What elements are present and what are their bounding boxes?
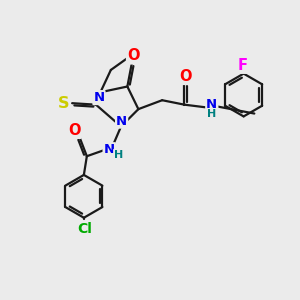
Text: F: F — [238, 58, 248, 73]
Text: N: N — [206, 98, 218, 111]
Text: H: H — [114, 150, 123, 160]
Text: O: O — [68, 123, 80, 138]
Text: N: N — [93, 91, 104, 104]
Text: Cl: Cl — [78, 222, 92, 236]
Text: S: S — [58, 96, 70, 111]
Text: N: N — [116, 115, 127, 128]
Text: O: O — [127, 48, 140, 63]
Text: H: H — [207, 109, 216, 119]
Text: O: O — [180, 69, 192, 84]
Text: N: N — [103, 143, 115, 156]
